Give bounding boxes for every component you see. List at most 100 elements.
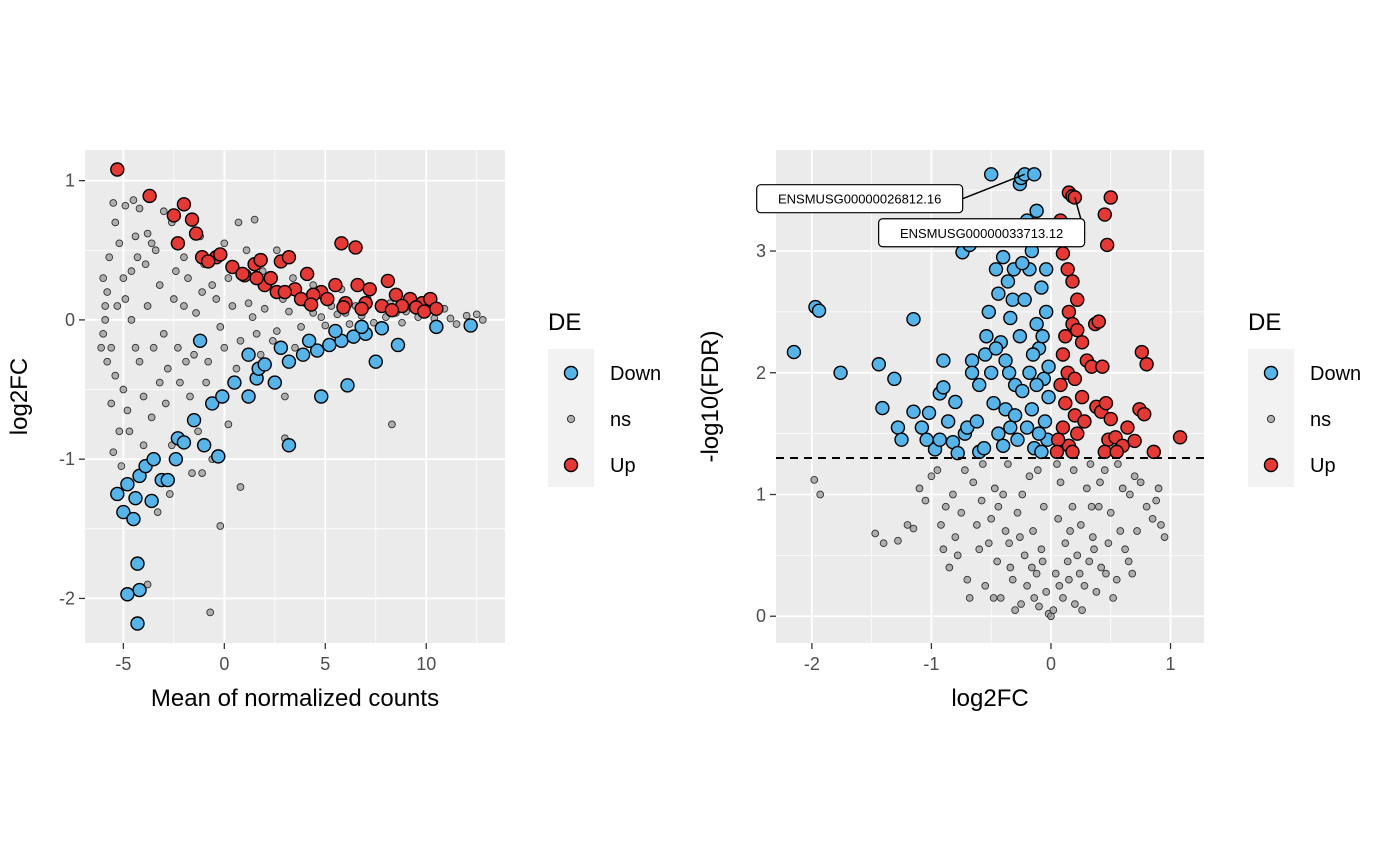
point-ns	[989, 594, 998, 602]
point-down	[126, 511, 141, 527]
legend-key-ns	[566, 414, 576, 424]
point-down	[875, 400, 890, 416]
point-ns	[999, 490, 1008, 499]
point-ns	[987, 514, 996, 523]
panel-background	[85, 150, 505, 643]
point-up	[380, 273, 396, 289]
point-ns	[234, 218, 243, 227]
point-ns	[169, 295, 178, 303]
ma-plot-legend: DE Down ns Up	[548, 309, 661, 487]
point-ns	[188, 469, 196, 477]
point-up	[334, 236, 349, 251]
point-down	[273, 340, 289, 355]
point-down	[969, 414, 985, 429]
x-tick-label: -2	[804, 654, 820, 674]
point-ns	[159, 207, 168, 216]
point-ns	[143, 580, 152, 589]
point-ns	[1029, 527, 1037, 535]
point-down	[1001, 365, 1017, 380]
point-down	[186, 412, 202, 428]
point-ns	[155, 281, 164, 289]
point-up	[1120, 420, 1135, 435]
x-tick-label: 5	[320, 654, 330, 674]
point-down	[887, 371, 902, 387]
x-tick-label: 0	[219, 654, 229, 674]
gene-label-box	[878, 218, 1086, 248]
point-down	[241, 389, 256, 404]
point-ns	[155, 378, 164, 387]
point-up	[1074, 335, 1090, 350]
point-ns	[1049, 606, 1058, 614]
point-up	[1055, 246, 1071, 261]
point-ns	[1069, 466, 1078, 474]
point-ns	[143, 302, 152, 310]
point-ns	[103, 357, 112, 366]
point-down	[1034, 280, 1049, 295]
y-tick-label: 0	[756, 606, 766, 626]
point-down	[295, 347, 311, 362]
point-ns	[1063, 557, 1072, 566]
point-down	[991, 426, 1006, 441]
x-axis-title: log2FC	[951, 685, 1028, 712]
point-ns	[1061, 539, 1070, 548]
point-down	[116, 504, 131, 520]
volcano-plot: -2 -1 0 1 0 1 2 3 ENSMUSG00000026812.16 ENSMUSG00…	[697, 150, 1204, 712]
point-down	[146, 451, 161, 467]
point-down	[130, 616, 145, 631]
point-ns	[1121, 545, 1129, 554]
point-ns	[1114, 460, 1122, 468]
point-ns	[957, 508, 966, 517]
point-ns	[236, 483, 245, 491]
point-up	[417, 304, 432, 319]
point-ns	[1027, 563, 1036, 572]
point-ns	[220, 343, 229, 352]
point-ns	[398, 318, 406, 327]
point-down	[983, 365, 999, 380]
gene-label-box	[756, 184, 964, 214]
point-ns	[478, 316, 487, 324]
y-tick-label: 2	[756, 363, 766, 383]
point-ns	[165, 490, 174, 498]
point-ns	[103, 288, 112, 296]
point-ns	[1080, 581, 1089, 590]
point-ns	[1066, 527, 1074, 535]
y-axis-title: -log10(FDR)	[697, 330, 724, 462]
point-up	[1139, 357, 1154, 372]
point-up	[303, 297, 319, 312]
point-up	[384, 302, 400, 318]
x-tick-label: 1	[1166, 654, 1176, 674]
point-ns	[212, 295, 221, 303]
point-down	[932, 432, 947, 447]
point-up	[1134, 344, 1150, 360]
ma-plot: -5 0 5 10 -2 -1 0 1 Mean of normalized counts log…	[6, 150, 505, 712]
point-up	[1070, 322, 1085, 338]
point-down	[314, 389, 329, 404]
point-ns	[115, 427, 124, 436]
point-ns	[127, 267, 136, 276]
point-up	[188, 226, 204, 241]
point-ns	[163, 364, 172, 373]
point-down	[833, 365, 848, 380]
point-down	[241, 347, 256, 362]
point-ns	[961, 466, 969, 474]
point-down	[211, 449, 226, 464]
point-up	[1146, 444, 1161, 460]
point-up	[1095, 359, 1110, 374]
point-ns	[1035, 602, 1043, 611]
point-down	[991, 286, 1006, 301]
y-tick-label: 1	[65, 171, 75, 191]
point-ns	[204, 357, 213, 366]
point-ns	[1025, 472, 1034, 481]
point-ns	[933, 466, 942, 474]
point-down	[998, 353, 1013, 368]
point-down	[995, 438, 1011, 453]
point-ns	[111, 218, 120, 227]
point-up	[1065, 274, 1080, 289]
point-ns	[1016, 533, 1024, 541]
point-down	[130, 556, 145, 571]
legend-label-up: Up	[610, 455, 636, 477]
point-ns	[180, 302, 188, 310]
point-down	[964, 353, 980, 368]
point-ns	[1160, 533, 1169, 541]
